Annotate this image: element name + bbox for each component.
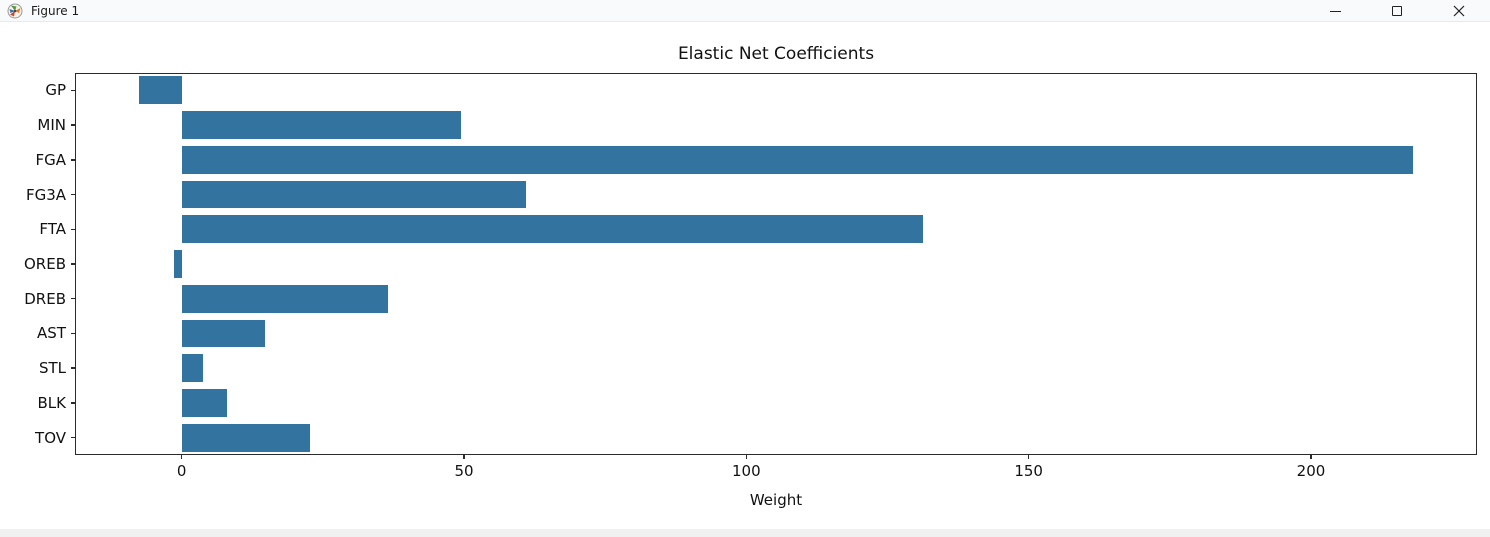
x-axis-label: Weight [749, 491, 803, 509]
xtick-mark-100 [745, 455, 748, 459]
xtick-label-100: 100 [732, 462, 761, 480]
ytick-mark-FGA [71, 159, 75, 161]
ytick-mark-FTA [71, 228, 75, 230]
minimize-button[interactable] [1304, 0, 1366, 22]
maximize-button[interactable] [1366, 0, 1428, 22]
xtick-mark-50 [463, 455, 465, 459]
ytick-label-FGA: FGA [35, 150, 66, 169]
figure-canvas[interactable]: Elastic Net Coefficients Weight GP MIN FGA… [0, 22, 1490, 529]
ytick-mark-TOV [71, 436, 75, 439]
ytick-label-DREB: DREB [24, 289, 66, 308]
bar-DREB [181, 284, 389, 313]
bar-BLK [181, 389, 228, 417]
window-title: Figure 1 [31, 3, 80, 18]
bar-FGA [181, 145, 1414, 174]
ytick-mark-AST [71, 332, 75, 335]
bar-FG3A [181, 180, 526, 209]
matplotlib-icon [7, 3, 23, 19]
ytick-label-MIN: MIN [37, 116, 66, 135]
ytick-label-FG3A: FG3A [25, 185, 66, 204]
bar-MIN [181, 111, 461, 139]
ytick-mark-GP [71, 89, 75, 92]
ytick-mark-DREB [71, 298, 75, 300]
bar-TOV [181, 423, 311, 452]
taskbar-edge [0, 529, 1490, 537]
maximize-icon [1392, 6, 1402, 16]
ytick-label-AST: AST [37, 324, 66, 343]
bar-AST [181, 319, 265, 348]
ytick-mark-OREB [71, 263, 75, 265]
ytick-label-TOV: TOV [35, 428, 66, 447]
ytick-label-BLK: BLK [37, 393, 66, 412]
ytick-label-GP: GP [45, 81, 66, 100]
minimize-icon [1329, 10, 1341, 12]
xtick-mark-200 [1310, 455, 1312, 459]
ytick-mark-STL [71, 367, 75, 369]
chart-title: Elastic Net Coefficients [677, 44, 875, 64]
xtick-label-150: 150 [1014, 462, 1043, 480]
xtick-label-200: 200 [1296, 462, 1326, 480]
titlebar: Figure 1 [0, 0, 1490, 22]
ytick-label-OREB: OREB [24, 255, 66, 273]
xtick-mark-150 [1027, 455, 1030, 459]
xtick-mark-0 [181, 455, 183, 459]
ytick-mark-FG3A [71, 193, 75, 196]
ytick-label-FTA: FTA [39, 220, 66, 239]
ytick-mark-BLK [71, 402, 75, 404]
bar-FTA [181, 215, 924, 244]
bar-GP [138, 76, 182, 105]
ytick-label-STL: STL [38, 359, 66, 378]
window-controls [1304, 0, 1490, 22]
close-button[interactable] [1428, 0, 1490, 22]
bar-STL [181, 354, 203, 383]
xtick-label-0: 0 [176, 462, 187, 480]
ytick-mark-MIN [71, 124, 75, 126]
xtick-label-50: 50 [454, 462, 474, 480]
close-icon [1453, 5, 1465, 17]
bar-OREB [173, 250, 182, 278]
